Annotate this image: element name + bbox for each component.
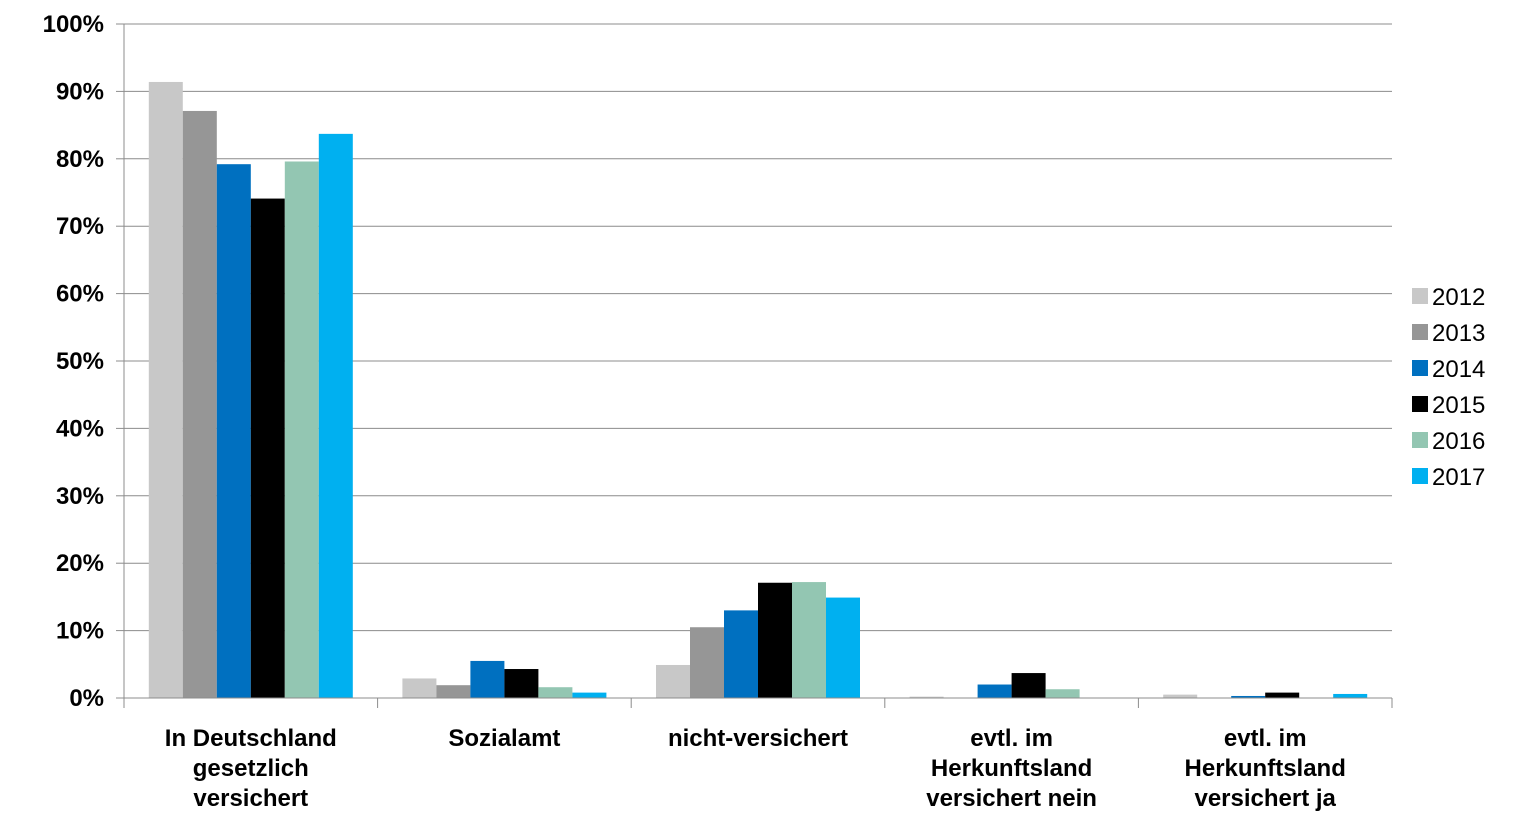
bar-2017-cat1: [318, 133, 353, 698]
legend-swatch-2017: [1412, 468, 1428, 484]
legend-swatch-2012: [1412, 288, 1428, 304]
x-tick-label-1: In Deutschland gesetzlich versichert: [165, 725, 337, 812]
legend-label-2016: 2016: [1432, 428, 1485, 455]
y-tick-label-10: 10%: [56, 618, 104, 645]
x-tick-label-line: evtl. im: [1224, 725, 1307, 752]
bar-2014-cat1: [216, 164, 251, 698]
bar-2015-cat5: [1265, 692, 1300, 698]
legend-label-2013: 2013: [1432, 320, 1485, 347]
x-tick-label-line: gesetzlich: [193, 755, 309, 782]
bar-2013-cat1: [182, 110, 217, 699]
y-tick-label-40: 40%: [56, 415, 104, 442]
bar-2012-cat1: [148, 81, 183, 699]
y-axis-ticks: 0% 10% 20% 30% 40% 50% 60% 70% 80% 90% 100%: [43, 11, 124, 712]
bar-2014-cat4: [977, 684, 1012, 698]
bar-2015-cat3: [758, 582, 792, 698]
y-tick-label-50: 50%: [56, 348, 104, 375]
bar-2012-cat3: [656, 664, 690, 698]
bar-2014-cat5: [1231, 695, 1266, 698]
bars-group: [148, 81, 1368, 699]
x-tick-label-2: Sozialamt: [448, 725, 560, 752]
bar-2016-cat4: [1045, 689, 1080, 698]
bar-2016-cat2: [538, 687, 573, 698]
y-tick-label-90: 90%: [56, 78, 104, 105]
bar-2012-cat4: [909, 696, 944, 698]
y-tick-label-0: 0%: [69, 685, 104, 712]
bar-2012-cat2: [402, 678, 437, 698]
bar-2014-cat2: [470, 660, 505, 698]
x-axis-ticks: In Deutschland gesetzlich versichert Sozial…: [123, 698, 1393, 812]
x-tick-label-line: versichert nein: [926, 785, 1097, 812]
x-tick-label-line: versichert ja: [1194, 785, 1336, 812]
bar-2016-cat3: [792, 582, 826, 698]
x-tick-label-line: versichert: [193, 785, 308, 812]
bar-2017-cat2: [572, 692, 607, 698]
x-tick-label-3: nicht-versichert: [668, 725, 848, 752]
x-tick-label-5: evtl. im Herkunftsland versichert ja: [1185, 725, 1346, 812]
x-tick-label-line: In Deutschland: [165, 725, 337, 752]
bar-2017-cat5: [1333, 693, 1368, 698]
bar-2015-cat2: [504, 669, 539, 698]
y-tick-label-20: 20%: [56, 550, 104, 577]
legend-swatch-2013: [1412, 324, 1428, 340]
y-tick-label-100: 100%: [43, 11, 104, 38]
x-tick-label-4: evtl. im Herkunftsland versichert nein: [926, 725, 1097, 812]
x-tick-label-line: Herkunftsland: [1185, 755, 1346, 782]
legend-label-2012: 2012: [1432, 284, 1485, 311]
x-tick-label-line: evtl. im: [970, 725, 1053, 752]
x-tick-label-line: Sozialamt: [448, 725, 560, 752]
bar-2013-cat3: [690, 627, 724, 698]
legend-label-2015: 2015: [1432, 392, 1485, 419]
bar-2014-cat3: [724, 610, 758, 698]
bar-2017-cat3: [826, 597, 860, 698]
y-tick-label-30: 30%: [56, 483, 104, 510]
bar-2013-cat2: [436, 685, 471, 698]
y-tick-label-80: 80%: [56, 146, 104, 173]
bar-2012-cat5: [1163, 694, 1198, 698]
legend-swatch-2015: [1412, 396, 1428, 412]
legend-label-2014: 2014: [1432, 356, 1485, 383]
legend-label-2017: 2017: [1432, 464, 1485, 491]
legend-swatch-2016: [1412, 432, 1428, 448]
bar-2015-cat1: [250, 198, 285, 699]
y-tick-label-60: 60%: [56, 281, 104, 308]
y-tick-label-70: 70%: [56, 213, 104, 240]
x-tick-label-line: Herkunftsland: [931, 755, 1092, 782]
legend: 2012 2013 2014 2015 2016 2017: [1412, 284, 1485, 491]
legend-swatch-2014: [1412, 360, 1428, 376]
bar-2015-cat4: [1011, 673, 1046, 698]
bar-2016-cat1: [284, 161, 319, 699]
x-tick-label-line: nicht-versichert: [668, 725, 848, 752]
